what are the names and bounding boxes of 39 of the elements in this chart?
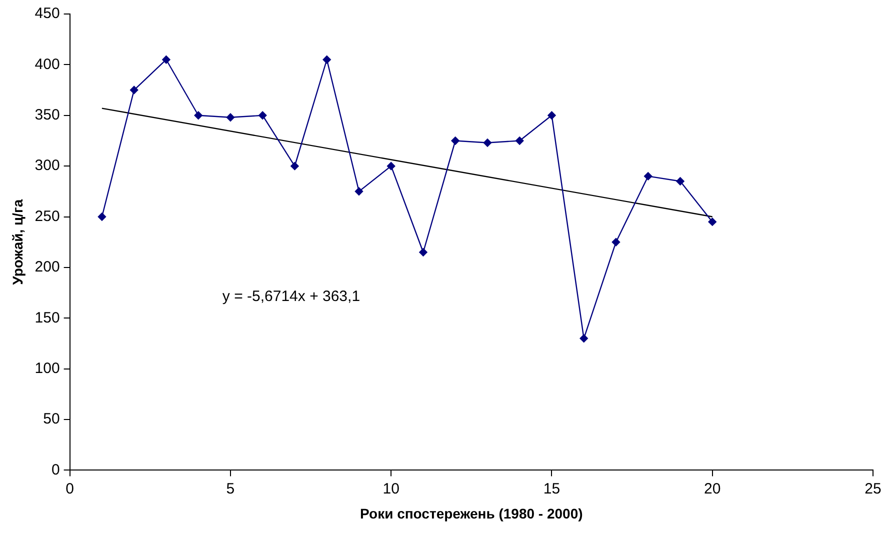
y-tick-label: 100	[34, 360, 60, 377]
annotation: y = -5,6714x + 363,1	[222, 288, 360, 305]
point	[708, 218, 716, 226]
point	[354, 187, 364, 196]
y-tick-label: 150	[34, 309, 60, 326]
point	[483, 138, 492, 147]
point	[98, 212, 106, 221]
point	[162, 56, 170, 64]
point	[322, 56, 331, 64]
point	[548, 111, 556, 120]
x-tick-label: 15	[543, 480, 560, 498]
x-tick-label: 5	[226, 480, 235, 498]
point	[612, 238, 620, 246]
x-tick-label: 10	[382, 480, 400, 498]
point	[290, 162, 299, 170]
y-tick-label: 200	[34, 258, 60, 276]
point	[258, 111, 267, 120]
x-tick-label: 25	[864, 480, 882, 498]
point	[644, 172, 652, 180]
y-tick-label: 300	[34, 157, 60, 174]
y-tick-label: 350	[34, 106, 60, 124]
point	[516, 136, 524, 145]
y-tick-label: 250	[34, 208, 60, 225]
y-tick-label: 450	[34, 5, 60, 22]
y-tick-label: 0	[51, 461, 60, 478]
x-tick-label: 0	[66, 480, 74, 498]
y-tick-label: 50	[43, 410, 60, 428]
point	[451, 136, 460, 145]
point	[386, 162, 396, 170]
y-axis-title: Урожай, ц/га	[9, 199, 26, 285]
point	[419, 248, 428, 256]
point	[130, 86, 138, 94]
y-tick-label: 400	[34, 56, 60, 73]
point	[194, 111, 202, 120]
x-axis-title: Роки спостережень (1980 - 2000)	[360, 505, 583, 522]
point	[676, 177, 684, 186]
point	[580, 334, 588, 343]
x-tick-label: 20	[704, 480, 721, 498]
point	[226, 113, 235, 122]
